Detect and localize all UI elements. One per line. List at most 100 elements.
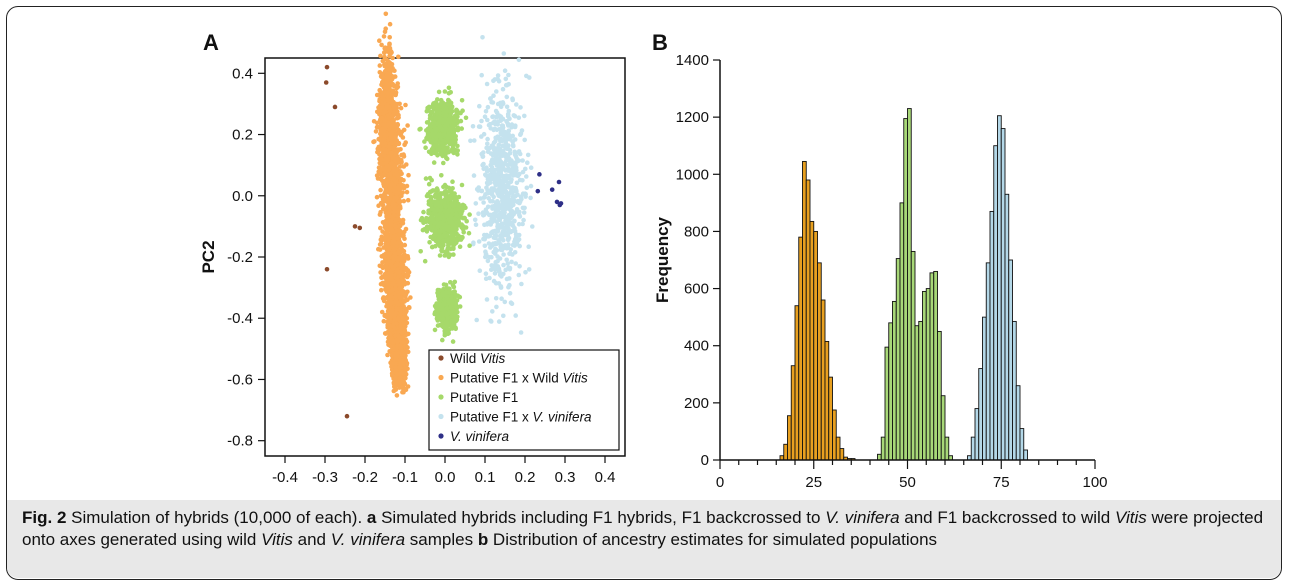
scatter-point (514, 189, 519, 194)
scatter-point (519, 281, 524, 287)
scatter-point (381, 220, 386, 226)
scatter-point (499, 274, 504, 279)
scatter-point (395, 121, 400, 127)
scatter-point (425, 126, 431, 131)
scatter-point (452, 191, 457, 196)
scatter-point (401, 198, 407, 204)
scatter-point (477, 268, 483, 274)
scatter-point (402, 242, 408, 248)
scatter-point (490, 229, 496, 234)
scatter-point (522, 137, 527, 143)
scatter-point (423, 145, 428, 150)
scatter-point (379, 160, 384, 166)
scatter-point (513, 313, 518, 318)
scatter-point (483, 109, 489, 114)
scatter-point (442, 127, 448, 132)
scatter-point (496, 203, 501, 209)
scatter-point (443, 106, 449, 111)
scatter-point (453, 293, 459, 298)
scatter-point (438, 228, 444, 234)
scatter-point (445, 119, 451, 125)
scatter-point (378, 200, 384, 206)
scatter-point (508, 229, 513, 235)
scatter-point (476, 239, 482, 244)
scatter-point (386, 71, 392, 77)
scatter-point (530, 224, 535, 229)
scatter-point (514, 180, 520, 186)
scatter-point (377, 242, 383, 247)
scatter-point (490, 241, 496, 246)
scatter-point (459, 98, 465, 103)
scatter-point (516, 57, 522, 63)
scatter-point (496, 136, 502, 142)
figure-frame (6, 6, 1282, 580)
scatter-point (476, 211, 481, 216)
scatter-point (446, 185, 452, 191)
scatter-point (387, 145, 393, 151)
scatter-point (421, 220, 426, 226)
x-tick-label: -0.3 (312, 469, 338, 486)
scatter-point (484, 185, 489, 191)
scatter-point (383, 132, 389, 138)
scatter-point (504, 167, 510, 172)
scatter-point (427, 175, 433, 181)
scatter-point (455, 143, 460, 149)
scatter-point (495, 119, 501, 124)
scatter-point (490, 206, 495, 211)
scatter-point (424, 136, 430, 142)
scatter-point (504, 224, 510, 229)
scatter-point (459, 126, 465, 131)
scatter-point (482, 114, 488, 119)
scatter-point (397, 101, 402, 107)
scatter-point (490, 188, 496, 193)
scatter-point (493, 149, 498, 154)
x-tick-label: -0.1 (392, 469, 418, 486)
scatter-point (515, 198, 521, 204)
scatter-point (437, 134, 443, 140)
scatter-point (508, 209, 514, 214)
scatter-point (504, 257, 510, 263)
scatter-point (377, 87, 383, 93)
scatter-point (404, 274, 410, 280)
scatter-point (397, 164, 403, 169)
scatter-point (442, 89, 448, 94)
scatter-point (479, 134, 484, 139)
scatter-point (516, 272, 522, 278)
scatter-point (389, 150, 395, 156)
scatter-point (496, 213, 501, 218)
scatter-point (505, 196, 511, 202)
scatter-point (444, 156, 450, 162)
scatter-point (505, 114, 511, 119)
scatter-point (500, 197, 505, 202)
scatter-point (427, 240, 432, 245)
scatter-point (493, 296, 499, 301)
scatter-point (444, 294, 450, 299)
scatter-point (437, 298, 443, 304)
y-tick-label: 0.2 (232, 127, 253, 144)
scatter-point (447, 99, 452, 104)
scatter-point (374, 120, 380, 126)
scatter-point (450, 339, 456, 344)
scatter-point (511, 219, 517, 224)
scatter-point (392, 134, 398, 139)
scatter-point (468, 138, 473, 144)
scatter-point (378, 225, 383, 231)
scatter-point (501, 51, 507, 56)
scatter-point (438, 97, 444, 103)
y-tick-label: -0.6 (227, 371, 253, 388)
scatter-point (512, 113, 518, 119)
scatter-point (508, 167, 513, 172)
scatter-point (385, 163, 391, 169)
scatter-point (443, 189, 448, 194)
scatter-point (498, 130, 504, 136)
scatter-point (497, 224, 503, 230)
scatter-point (385, 83, 391, 88)
scatter-point (501, 252, 506, 257)
scatter-point (503, 245, 509, 251)
scatter-point (526, 267, 532, 272)
scatter-point (528, 195, 533, 201)
scatter-point (509, 259, 514, 265)
scatter-point (516, 149, 522, 154)
scatter-point (435, 308, 441, 313)
scatter-point (471, 173, 477, 178)
